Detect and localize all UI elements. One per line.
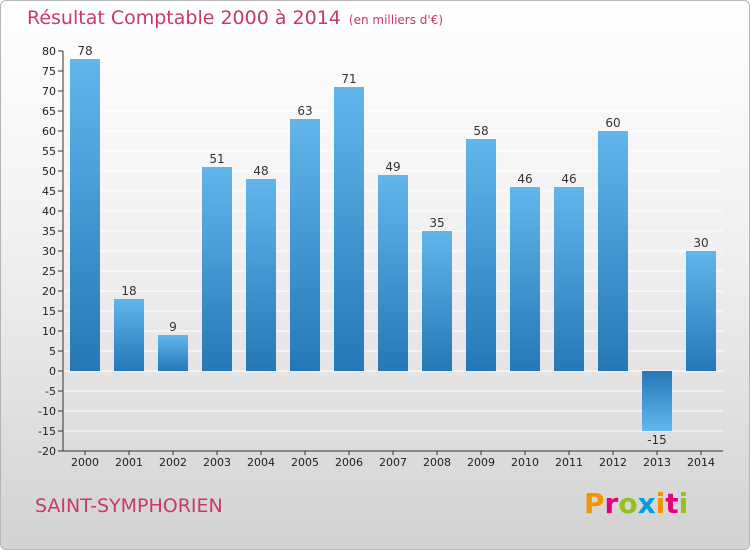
logo-letter: i: [678, 487, 689, 520]
data-label-2010: 46: [517, 172, 532, 186]
data-label-2013: -15: [647, 433, 667, 447]
x-tick-label: 2006: [335, 456, 363, 469]
x-tick-label: 2003: [203, 456, 231, 469]
y-tick-label: 50: [42, 165, 56, 178]
bar-2006: [334, 87, 364, 371]
bar-2014: [686, 251, 716, 371]
y-tick-label: 35: [42, 225, 56, 238]
x-tick-label: 2013: [643, 456, 671, 469]
bar-2008: [422, 231, 452, 371]
y-tick-label: 15: [42, 305, 56, 318]
logo-letter: r: [604, 487, 619, 520]
y-tick-label: -20: [38, 445, 56, 458]
bar-2013: [642, 371, 672, 431]
data-label-2002: 9: [169, 320, 177, 334]
bar-2005: [290, 119, 320, 371]
chart-title: Résultat Comptable 2000 à 2014 (en millie…: [27, 7, 443, 29]
y-tick-label: 75: [42, 65, 56, 78]
y-tick-label: 65: [42, 105, 56, 118]
x-tick-label: 2007: [379, 456, 407, 469]
bar-2001: [114, 299, 144, 371]
bar-2004: [246, 179, 276, 371]
bar-2007: [378, 175, 408, 371]
y-tick-label: 55: [42, 145, 56, 158]
y-tick-label: -10: [38, 405, 56, 418]
data-label-2011: 46: [561, 172, 576, 186]
y-tick-label: 80: [42, 45, 56, 58]
x-tick-label: 2000: [71, 456, 99, 469]
data-label-2005: 63: [297, 104, 312, 118]
data-label-2012: 60: [605, 116, 620, 130]
data-labels: 78 18 9 51 48 63 71 49 35 58 46 46 60 -15 30: [77, 44, 708, 447]
logo-letter: o: [618, 487, 638, 520]
bar-series: [70, 59, 716, 431]
y-tick-label: 60: [42, 125, 56, 138]
chart-unit: (en milliers d'€): [348, 13, 444, 27]
x-tick-label: 2010: [511, 456, 539, 469]
x-tick-label: 2008: [423, 456, 451, 469]
y-tick-label: 25: [42, 265, 56, 278]
bar-2003: [202, 167, 232, 371]
logo-letter: t: [665, 487, 679, 520]
bar-2010: [510, 187, 540, 371]
y-tick-label: -15: [38, 425, 56, 438]
data-label-2001: 18: [121, 284, 136, 298]
x-tick-label: 2005: [291, 456, 319, 469]
y-tick-label: 70: [42, 85, 56, 98]
x-tick-label: 2002: [159, 456, 187, 469]
bar-2000: [70, 59, 100, 371]
chart-title-text: Résultat Comptable 2000 à 2014: [27, 7, 341, 29]
y-tick-label: 0: [49, 365, 56, 378]
x-tick-label: 2011: [555, 456, 583, 469]
data-label-2007: 49: [385, 160, 400, 174]
proxiti-logo: Proxiti: [584, 487, 688, 520]
data-label-2009: 58: [473, 124, 488, 138]
logo-letter: x: [637, 487, 656, 520]
data-label-2014: 30: [693, 236, 708, 250]
y-tick-label: 45: [42, 185, 56, 198]
data-label-2008: 35: [429, 216, 444, 230]
x-tick-label: 2009: [467, 456, 495, 469]
bar-2012: [598, 131, 628, 371]
y-tick-label: 40: [42, 205, 56, 218]
bar-2011: [554, 187, 584, 371]
y-tick-label: 20: [42, 285, 56, 298]
data-label-2006: 71: [341, 72, 356, 86]
bar-2002: [158, 335, 188, 371]
bar-2009: [466, 139, 496, 371]
data-label-2000: 78: [77, 44, 92, 58]
x-tick-label: 2014: [687, 456, 715, 469]
x-axis: 2000 2001 2002 2003 2004 2005 2006 2007 2008 2009…: [71, 451, 715, 469]
x-tick-label: 2004: [247, 456, 275, 469]
x-tick-label: 2001: [115, 456, 143, 469]
data-label-2004: 48: [253, 164, 268, 178]
data-label-2003: 51: [209, 152, 224, 166]
logo-letter: P: [584, 487, 605, 520]
y-tick-label: 10: [42, 325, 56, 338]
x-tick-label: 2012: [599, 456, 627, 469]
y-tick-label: 30: [42, 245, 56, 258]
y-tick-label: 5: [49, 345, 56, 358]
logo-letter: i: [655, 487, 666, 520]
commune-name: SAINT-SYMPHORIEN: [35, 495, 223, 517]
y-tick-label: -5: [45, 385, 56, 398]
